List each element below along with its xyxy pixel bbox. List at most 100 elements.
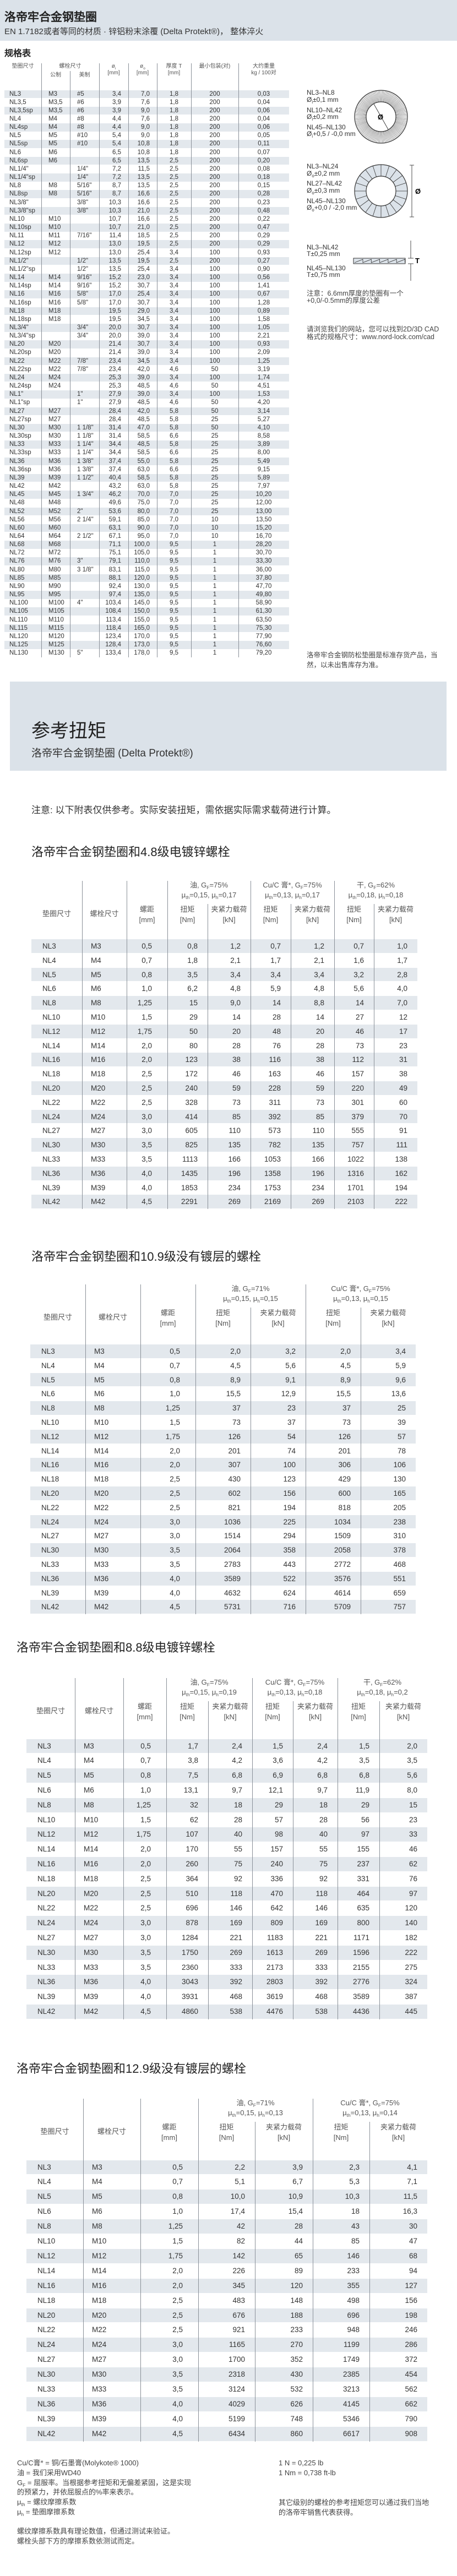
table-cell: 0,8 [187, 942, 198, 950]
table-cell: NL33 [42, 1155, 61, 1163]
table-cell: M8 [84, 1800, 94, 1809]
table-cell: M39 [94, 1588, 109, 1597]
table-cell: 352 [290, 2355, 303, 2364]
table-cell: 157 [270, 1845, 283, 1854]
table-cell: 25 [211, 458, 219, 465]
table-cell: 3,5 [140, 1948, 151, 1957]
table-cell: 6,8 [232, 1771, 242, 1780]
table-cell: M42 [84, 2007, 99, 2016]
table-cell: 9,7 [232, 1786, 242, 1794]
table-cell: 333 [315, 1963, 328, 1972]
table-cell: NL36 [37, 1978, 56, 1986]
table-cell: 7,6 [141, 115, 150, 122]
table-cell: 331 [357, 1874, 369, 1883]
table-cell: 2,5 [170, 215, 178, 222]
header-clamp-load: 夹紧力载荷 [211, 905, 247, 913]
table-cell: 28 [272, 1013, 281, 1021]
header-torque: 扭矩 [351, 1702, 366, 1711]
table-cell: 3,2 [285, 1347, 296, 1355]
table-cell: 0,5 [170, 1347, 180, 1355]
table-cell: M42 [48, 483, 61, 490]
table-cell: 13,5 [137, 157, 150, 164]
table-row-stripe [26, 2248, 427, 2263]
table-cell: NL42 [9, 483, 25, 490]
table-cell: 55 [233, 1845, 242, 1854]
header-torque-unit: [Nm] [265, 1713, 280, 1721]
table-cell: 3,4 [170, 391, 178, 398]
table-row-stripe [30, 1600, 416, 1614]
table-cell: 116 [269, 1055, 281, 1064]
table-cell: 9/16" [77, 274, 92, 281]
table-cell: 0,5 [172, 2163, 183, 2171]
table-cell: 115,0 [134, 566, 150, 573]
table-cell: NL36 [42, 1169, 61, 1178]
table-cell: 48,5 [137, 383, 150, 390]
table-row-stripe [30, 1486, 416, 1500]
column-divider [83, 2099, 84, 2442]
table-cell: 15,5 [336, 1390, 351, 1398]
header-clamp-unit: [kN] [382, 1319, 395, 1327]
table-cell: 5" [77, 650, 83, 657]
table-cell: M10 [48, 224, 61, 231]
table-cell: 200 [209, 207, 220, 214]
table-cell: 10,3 [345, 2192, 360, 2201]
table-cell: 2,5 [170, 257, 178, 264]
table-cell: 445 [405, 2007, 417, 2016]
table-cell [70, 633, 99, 641]
table-cell: 1 1/8" [77, 424, 94, 431]
table-cell: 6617 [342, 2429, 360, 2438]
table-cell: 71,1 [108, 541, 121, 548]
table-cell: M10 [92, 2237, 107, 2245]
table-cell: 3,9 [112, 107, 121, 114]
table-cell: 662 [405, 2399, 417, 2408]
table-cell: NL33 [41, 1560, 59, 1569]
table-cell: 150,0 [134, 608, 150, 615]
table-cell: NL85 [9, 574, 25, 581]
table-cell: 146 [347, 2251, 360, 2260]
table-row-stripe [4, 123, 289, 132]
table-cell: NL12 [37, 2251, 56, 2260]
table-cell: 76 [409, 1874, 417, 1883]
table-cell: NL8 [37, 2222, 51, 2231]
table-cell: 54 [287, 1432, 296, 1441]
table-cell: NL90 [9, 582, 25, 590]
table-cell: 27 [355, 1013, 364, 1021]
table-cell: 48,5 [137, 416, 150, 423]
table-cell: 28 [315, 1041, 324, 1050]
table-cell: 19,5 [108, 315, 121, 323]
table-cell: 260 [186, 1860, 198, 1868]
stock-note: 洛帝牢合金钢防松垫圈是标准存货产品，当 [307, 651, 438, 659]
table-cell: 6,8 [317, 1771, 328, 1780]
table-cell: 522 [283, 1574, 296, 1583]
table-cell: NL16 [37, 1860, 56, 1868]
table-cell: M18 [91, 1070, 106, 1079]
header-torque: 扭矩 [346, 905, 361, 913]
table-cell: 155 [357, 1845, 369, 1854]
column-divider [128, 63, 129, 658]
table-cell: 13,0 [108, 249, 121, 256]
table-cell: 10,8 [137, 149, 150, 156]
table-cell: 70,0 [137, 491, 150, 498]
table-cell: 3,9 [292, 2163, 303, 2171]
table-cell: 1,5 [140, 1815, 151, 1824]
table-cell: NL6 [37, 1786, 51, 1794]
header-clamp-load: 夹紧力载荷 [294, 905, 330, 913]
table-cell: 200 [209, 165, 220, 172]
table-row-stripe [4, 274, 289, 282]
table-cell: 0,15 [257, 182, 270, 189]
table-cell: 157 [351, 1070, 364, 1079]
table-cell: 85 [351, 2237, 360, 2245]
table-cell: 68 [409, 2251, 417, 2260]
table-cell: NL20 [42, 1084, 61, 1092]
table-cell: 36,00 [255, 566, 272, 573]
table-cell: 3,4 [230, 970, 241, 979]
table-cell: 25,3 [108, 383, 121, 390]
table-cell: NL16sp [9, 299, 31, 306]
table-cell: NL5 [37, 1771, 51, 1780]
table-cell: 1036 [224, 1517, 241, 1526]
table-cell: 4860 [181, 2007, 198, 2016]
table-cell: 3,4 [170, 315, 178, 323]
table-row-stripe [30, 1571, 416, 1586]
table-cell: NL36 [37, 2399, 56, 2408]
table-cell: 20 [232, 1027, 241, 1036]
